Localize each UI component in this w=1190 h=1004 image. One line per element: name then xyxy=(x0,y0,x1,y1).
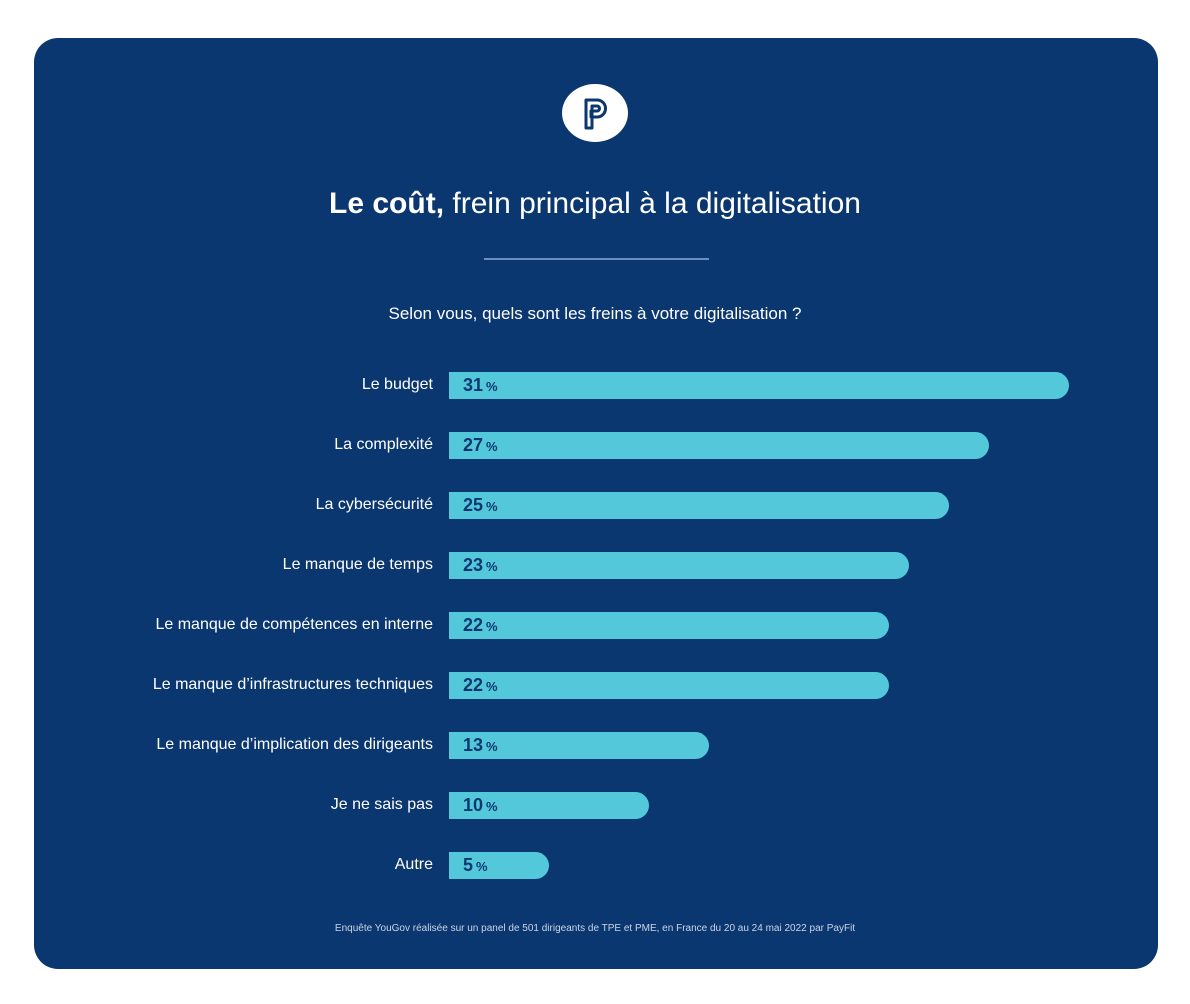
chart-title-rest: frein principal à la digitalisation xyxy=(452,187,861,220)
bar: 25% xyxy=(449,492,949,519)
bar-label: Je ne sais pas xyxy=(330,796,433,813)
bar: 31% xyxy=(449,372,1069,399)
source-footnote: Enquête YouGov réalisée sur un panel de … xyxy=(334,923,856,934)
bar-label: Le manque d’implication des dirigeants xyxy=(156,736,433,753)
bar-label: La cybersécurité xyxy=(315,496,433,513)
bar-value-label: 22% xyxy=(463,615,498,635)
bar: 27% xyxy=(449,432,989,459)
bar-value-label: 5% xyxy=(463,855,488,875)
bar: 10% xyxy=(449,792,649,819)
bar-label: Le budget xyxy=(361,376,433,393)
bar-value-label: 13% xyxy=(463,735,498,755)
bar-label: Le manque de compétences en interne xyxy=(155,616,433,633)
bar-value-label: 23% xyxy=(463,555,498,575)
bar: 22% xyxy=(449,612,889,639)
bar: 22% xyxy=(449,672,889,699)
bar: 13% xyxy=(449,732,709,759)
title-divider xyxy=(484,258,709,260)
bar-label: Autre xyxy=(394,856,433,873)
bar-value-label: 22% xyxy=(463,675,498,695)
bar-value-label: 27% xyxy=(463,435,498,455)
bar-value-label: 10% xyxy=(463,795,498,815)
bar: 23% xyxy=(449,552,909,579)
chart-title: Le coût, frein principal à la digitalisa… xyxy=(0,186,1190,222)
bar-value-label: 31% xyxy=(463,375,498,395)
payfit-logo-icon xyxy=(584,98,607,130)
bar: 5% xyxy=(449,852,549,879)
payfit-logo xyxy=(562,84,628,142)
bar-label: La complexité xyxy=(334,436,433,453)
bar-value-label: 25% xyxy=(463,495,498,515)
survey-question: Selon vous, quels sont les freins à votr… xyxy=(388,304,802,323)
chart-title-bold: Le coût, xyxy=(329,187,445,220)
bar-label: Le manque d’infrastructures techniques xyxy=(152,676,433,693)
bar-label: Le manque de temps xyxy=(282,556,433,573)
